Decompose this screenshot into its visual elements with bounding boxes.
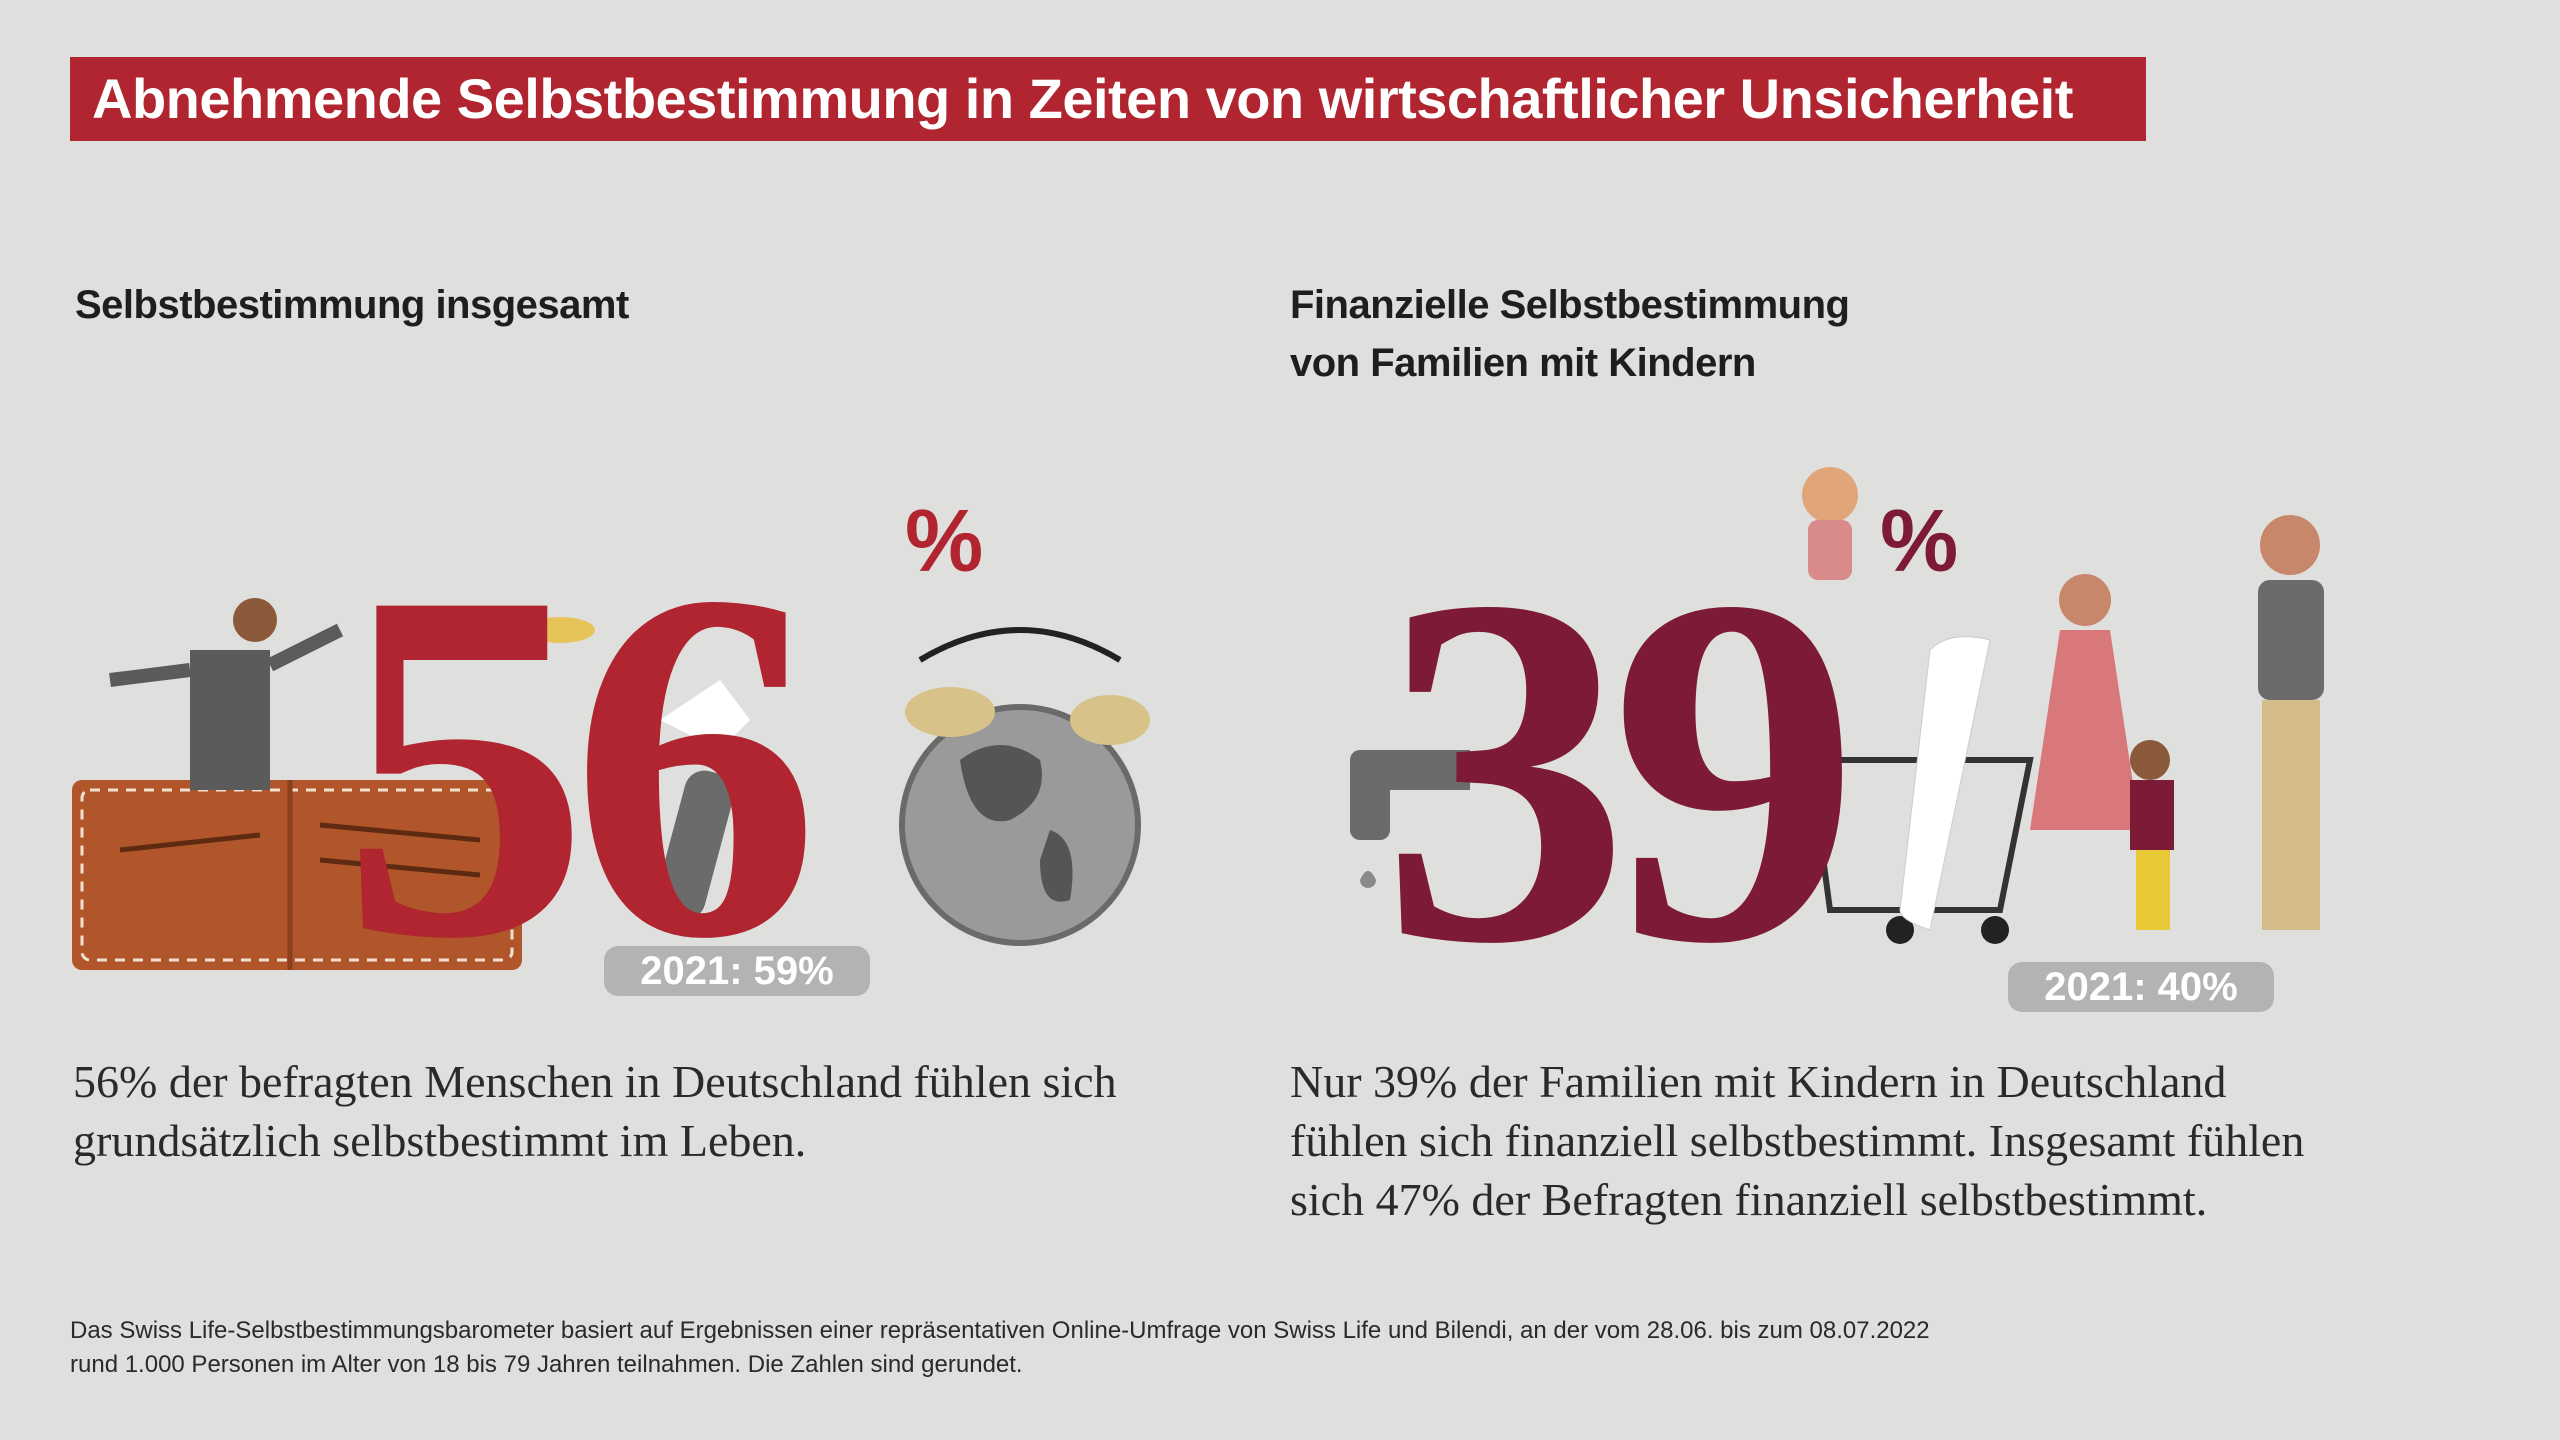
wallet-icon — [72, 780, 522, 970]
footnote-line: rund 1.000 Personen im Alter von 18 bis … — [70, 1351, 1023, 1378]
right-body-line: Nur 39% der Familien mit Kindern in Deut… — [1290, 1056, 2227, 1107]
right-previous-badge: 2021: 40% — [2008, 962, 2274, 1012]
globe-clock-icon — [899, 627, 1150, 946]
left-big-number: 56 — [340, 488, 820, 1042]
faucet-icon — [1350, 750, 1470, 888]
footnote: Das Swiss Life-Selbstbestimmungsbaromete… — [70, 1314, 1930, 1382]
left-percent-sign: % — [905, 491, 984, 590]
left-illustration — [72, 598, 1150, 970]
rocket-icon — [655, 680, 750, 920]
coins-icon — [388, 617, 595, 656]
right-heading-line: Finanzielle Selbstbestimmung — [1290, 283, 1850, 327]
family-icon — [2030, 515, 2324, 930]
right-body-line: sich 47% der Befragten finanziell selbst… — [1290, 1174, 2208, 1225]
child-icon — [1802, 467, 1858, 580]
right-percent-sign: % — [1880, 491, 1959, 590]
man-icon — [109, 598, 344, 790]
right-body-text: Nur 39% der Familien mit Kindern in Deut… — [1290, 1052, 2304, 1229]
left-heading: Selbstbestimmung insgesamt — [75, 283, 629, 327]
left-body-line: grundsätzlich selbstbestimmt im Leben. — [73, 1115, 807, 1166]
right-heading-line: von Familien mit Kindern — [1290, 341, 1756, 385]
right-heading: Finanzielle Selbstbestimmung von Familie… — [1290, 276, 1850, 392]
page-title: Abnehmende Selbstbestimmung in Zeiten vo… — [92, 67, 2073, 130]
receipt-icon — [1899, 636, 1991, 931]
footnote-line: Das Swiss Life-Selbstbestimmungsbaromete… — [70, 1317, 1930, 1344]
left-body-line: 56% der befragten Menschen in Deutschlan… — [73, 1056, 1117, 1107]
right-big-number: 39 — [1380, 493, 1860, 1047]
title-banner: Abnehmende Selbstbestimmung in Zeiten vo… — [70, 57, 2146, 141]
left-body-text: 56% der befragten Menschen in Deutschlan… — [73, 1052, 1117, 1170]
right-body-line: fühlen sich finanziell selbstbestimmt. I… — [1290, 1115, 2305, 1166]
left-previous-badge: 2021: 59% — [604, 946, 870, 996]
right-illustration — [1350, 467, 2324, 944]
